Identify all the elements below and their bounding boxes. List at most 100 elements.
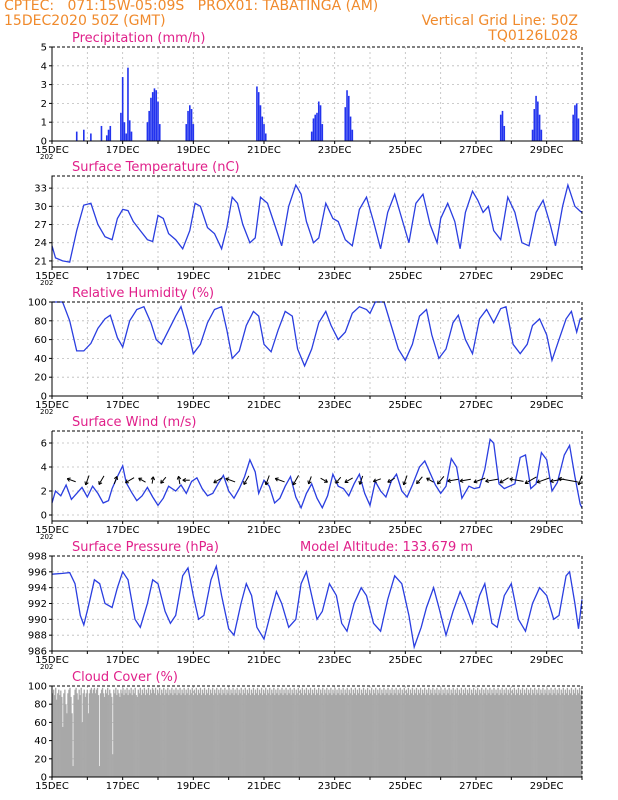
precip-bar [263, 124, 265, 141]
wind-arrow-head [150, 476, 154, 480]
cloud-bar [467, 693, 470, 777]
y-tick-label: 100 [28, 298, 47, 309]
cloud-bar [345, 693, 347, 777]
wind-arrow-head [213, 479, 216, 483]
x-tick-label: 23DEC [318, 525, 352, 536]
cloud-bar [476, 693, 478, 777]
cloud-bar [363, 695, 366, 777]
wind-arrow [558, 476, 578, 483]
x-tick-label: 23DEC [318, 781, 352, 792]
cloud-bar [53, 689, 55, 777]
x-tick-label: 15DEC [35, 400, 69, 411]
cloud-bar [502, 695, 504, 777]
cloud-bar [402, 693, 404, 777]
cloud-bar [558, 687, 560, 777]
header-line1: CPTEC: 071:15W-05:09S PROX01: TABATINGA … [4, 0, 379, 14]
cloud-bar [184, 695, 186, 777]
cloud-bar [264, 693, 266, 777]
x-tick-label: 15DEC [35, 525, 69, 536]
cloud-bar [329, 693, 331, 777]
cloud-bar [456, 687, 458, 777]
cloud-bar [217, 695, 219, 777]
cloud-bar [168, 695, 170, 777]
cloud-bar [269, 687, 271, 777]
wind-arrow-head [447, 480, 452, 483]
cloud-bar [219, 693, 221, 777]
cloud-bar [66, 713, 68, 777]
cloud-bar [76, 693, 78, 777]
year-label: 202 [40, 408, 53, 416]
cloud-bar [146, 693, 149, 777]
cloud-bar [161, 689, 163, 777]
cloud-bar [141, 689, 144, 777]
wind-arrow-head [307, 480, 310, 485]
precip-bar [501, 110, 504, 141]
wind-arrow-shaft [509, 478, 524, 482]
cloud-bar [496, 693, 498, 777]
precip-bar [157, 101, 159, 141]
wind-arrow-shaft [213, 477, 223, 484]
y-tick-label: 0 [41, 137, 47, 148]
cloud-bar [281, 687, 283, 777]
cloud-bar [231, 693, 233, 777]
x-tick-label: 17DEC [106, 781, 140, 792]
wind-arrow [577, 475, 583, 486]
cloud-bar [343, 695, 345, 777]
precip-bar [90, 133, 92, 141]
cloud-bar [275, 689, 277, 777]
y-tick-label: 994 [28, 583, 47, 594]
cloud-bar [194, 693, 197, 777]
cloud-bar [300, 693, 303, 777]
wind-arrow-head [373, 481, 377, 483]
wind-arrow-head [459, 480, 464, 483]
cloud-bar [332, 689, 334, 777]
cloud-bar [242, 689, 244, 777]
wind-arrow [524, 476, 537, 485]
wind-arrow-shaft [459, 478, 471, 482]
precip-bar [531, 129, 534, 141]
cloud-bar [304, 693, 307, 777]
wind-arrow-shaft [359, 475, 364, 485]
panel-wind: 0 2 4 6 15DEC 17DEC 19DEC 21DEC 23DEC 25DEC 27DEC 2… [35, 415, 583, 541]
cloud-bar [512, 693, 515, 777]
plot-frame [51, 175, 583, 268]
precip-bar [158, 124, 161, 141]
precip-bar [499, 114, 502, 141]
y-tick-label: 40 [34, 354, 47, 365]
cloud-bar [462, 689, 465, 777]
cloud-bar [122, 687, 124, 777]
y-tick-label: 992 [28, 599, 47, 610]
cloud-bar [526, 695, 529, 777]
cloud-bar [206, 693, 209, 777]
cloud-bar [189, 689, 191, 777]
cloud-bar [437, 695, 439, 777]
wind-arrow-head [182, 477, 187, 481]
cloud-bar [200, 695, 203, 777]
y-tick-label: 990 [28, 615, 47, 626]
y-tick-label: 40 [34, 736, 47, 747]
cloud-bar [420, 695, 423, 777]
y-tick-label: 986 [28, 647, 47, 658]
y-tick-label: 60 [34, 335, 47, 346]
cloud-bar [251, 693, 254, 777]
cloud-bar [334, 687, 336, 777]
cloud-bar [390, 693, 392, 777]
precip-bar [107, 129, 110, 141]
cloud-bar [351, 695, 353, 777]
precip-bar [153, 88, 156, 141]
panel-press: 986 988 990 992 994 996 998 15DEC 17DEC 19DEC 21DE… [28, 540, 583, 671]
cloud-bar [176, 695, 178, 777]
cloud-bar [94, 693, 97, 777]
press-line [51, 563, 583, 650]
cloud-bar [407, 687, 410, 777]
cloud-bar [261, 695, 264, 777]
cloud-bar [455, 693, 457, 777]
cloud-bar [139, 687, 141, 777]
cloud-bar [548, 689, 550, 777]
cloud-bar [372, 695, 374, 777]
wind-arrow-shaft [473, 477, 486, 483]
wind-arrow-shaft [335, 476, 342, 484]
wind-arrow-head [485, 480, 489, 484]
cloud-bar [451, 693, 453, 777]
cloud-bar [164, 695, 166, 777]
